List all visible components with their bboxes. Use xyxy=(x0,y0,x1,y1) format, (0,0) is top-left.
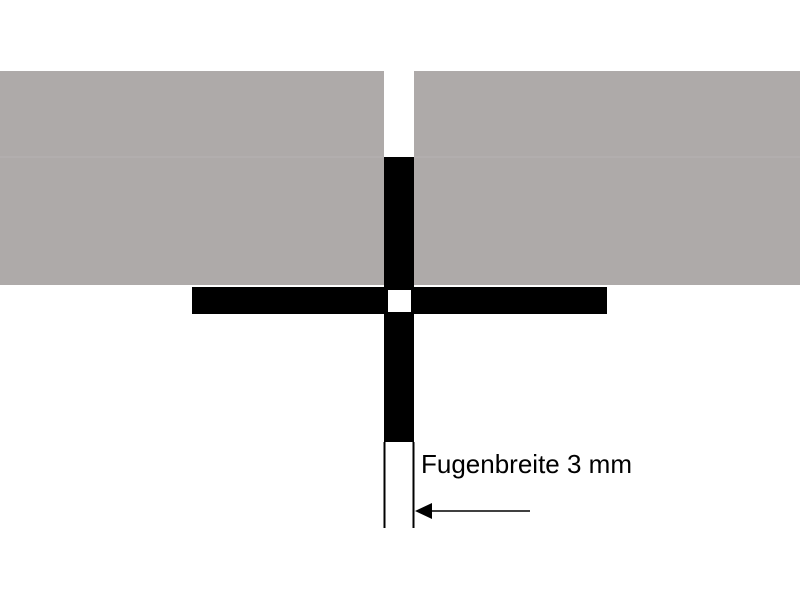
arrow-head-icon xyxy=(415,503,432,519)
tile-top-right xyxy=(414,71,800,285)
joint-width-label: Fugenbreite 3 mm xyxy=(421,449,632,479)
joint-width-arrow xyxy=(415,503,530,519)
tile-top-left xyxy=(0,71,384,285)
spacer-center xyxy=(388,290,411,312)
tile-spacer-cross xyxy=(192,157,607,442)
spacer-arm-top xyxy=(384,157,414,287)
spacer-arm-bottom xyxy=(384,314,414,442)
